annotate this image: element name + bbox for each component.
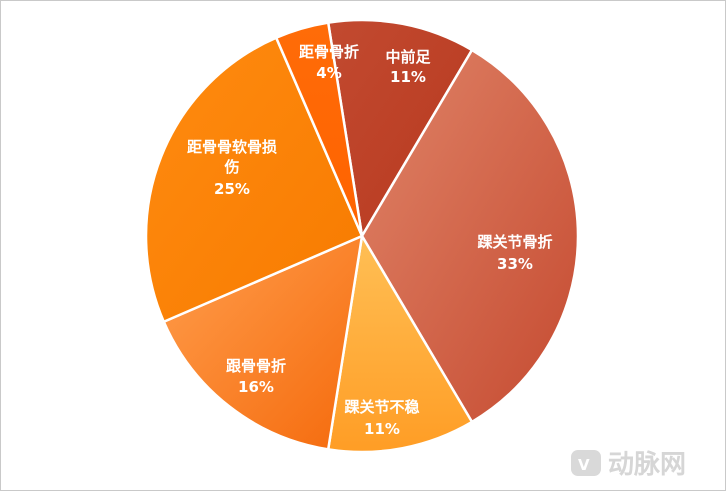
label-midfoot-pct: 11% — [390, 68, 426, 86]
watermark-text: 动脉网 — [608, 450, 686, 480]
pie-slice-calcaneus-fracture — [162, 233, 364, 451]
pie-slice-ankle-instability — [326, 232, 474, 454]
label-talus-fracture-name: 距骨骨折 — [299, 43, 359, 61]
watermark-logo-glyph: V — [578, 456, 590, 474]
watermark-logo-icon — [571, 450, 601, 476]
label-calcaneus-fracture-pct: 16% — [238, 378, 274, 396]
pie-slice-ankle-fracture — [360, 48, 580, 424]
label-talus-fracture-pct: 4% — [316, 64, 341, 82]
label-midfoot-name: 中前足 — [385, 48, 431, 66]
pie-slice-talus-fracture — [274, 21, 364, 237]
label-ankle-fracture-name: 踝关节骨折 — [477, 233, 552, 251]
label-talus-osteochondral-pct: 25% — [214, 180, 250, 198]
label-ankle-fracture-pct: 33% — [497, 255, 533, 273]
label-ankle-instability-name: 踝关节不稳 — [344, 398, 419, 416]
watermark: V 动脉网 — [571, 450, 686, 480]
pie-slice-midfoot — [326, 18, 474, 240]
label-talus-osteochondral-name-line2: 伤 — [223, 158, 239, 176]
label-talus-osteochondral-name-line1: 距骨骨软骨损 — [187, 138, 277, 156]
label-ankle-instability-pct: 11% — [364, 420, 400, 438]
pie-slice-talus-osteochondral-lesion — [144, 36, 364, 324]
label-calcaneus-fracture-name: 跟骨骨折 — [226, 357, 286, 375]
